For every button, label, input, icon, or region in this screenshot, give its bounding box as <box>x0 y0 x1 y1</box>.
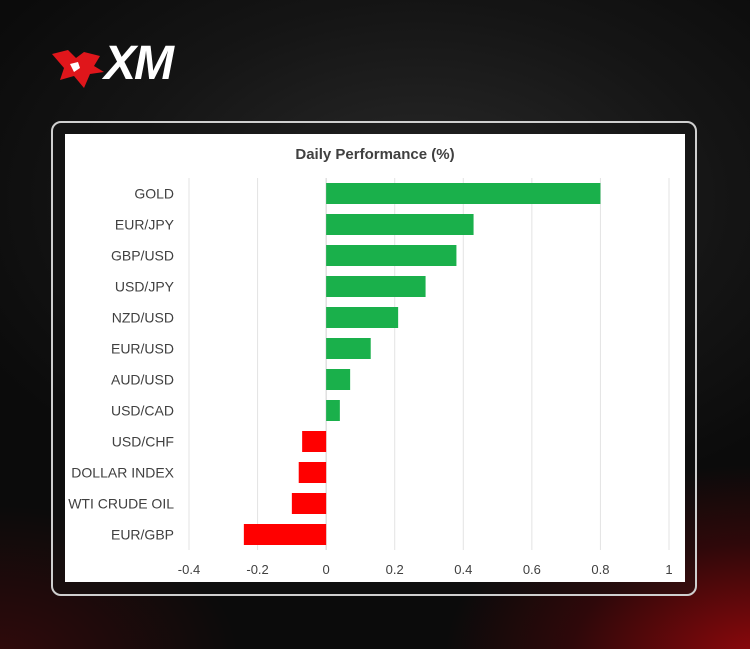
bar <box>326 183 601 204</box>
category-label: EUR/USD <box>111 341 174 357</box>
category-label: EUR/JPY <box>115 217 175 233</box>
category-label: AUD/USD <box>111 372 174 388</box>
category-label: USD/CAD <box>111 403 174 419</box>
category-label: NZD/USD <box>112 310 174 326</box>
category-label: USD/JPY <box>115 279 175 295</box>
bar <box>298 462 327 483</box>
x-tick-label: 0.6 <box>523 562 541 577</box>
logo-wordmark: XM <box>104 37 174 90</box>
category-label: WTI CRUDE OIL <box>68 496 174 512</box>
bar <box>326 245 457 266</box>
bar-chart: -0.4 -0.2 0 0.2 0.4 0.6 0.8 1 GOLD EUR/JPY GBP/USD… <box>68 178 673 577</box>
category-label: EUR/GBP <box>111 527 174 543</box>
x-tick-label: 0.2 <box>386 562 404 577</box>
x-tick-label: 0.8 <box>591 562 609 577</box>
category-label: GOLD <box>134 186 174 202</box>
bull-icon <box>52 50 104 88</box>
bar <box>243 524 327 545</box>
bar <box>326 307 399 328</box>
x-tick-label: 0.4 <box>454 562 472 577</box>
bar <box>291 493 327 514</box>
xm-logo <box>50 46 202 92</box>
bar <box>302 431 327 452</box>
x-tick-label: -0.2 <box>246 562 268 577</box>
bar <box>326 369 351 390</box>
bar <box>326 276 426 297</box>
category-label: DOLLAR INDEX <box>71 465 174 481</box>
bar <box>326 338 371 359</box>
x-tick-label: 0 <box>323 562 330 577</box>
x-tick-label: 1 <box>665 562 672 577</box>
category-label: GBP/USD <box>111 248 174 264</box>
bar <box>326 214 474 235</box>
category-label: USD/CHF <box>112 434 174 450</box>
x-tick-label: -0.4 <box>178 562 200 577</box>
chart-card: Daily Performance (%) -0.4 -0.2 0 0.2 0.4 0.6… <box>65 134 685 582</box>
chart-title: Daily Performance (%) <box>295 146 455 163</box>
bar <box>326 400 340 421</box>
